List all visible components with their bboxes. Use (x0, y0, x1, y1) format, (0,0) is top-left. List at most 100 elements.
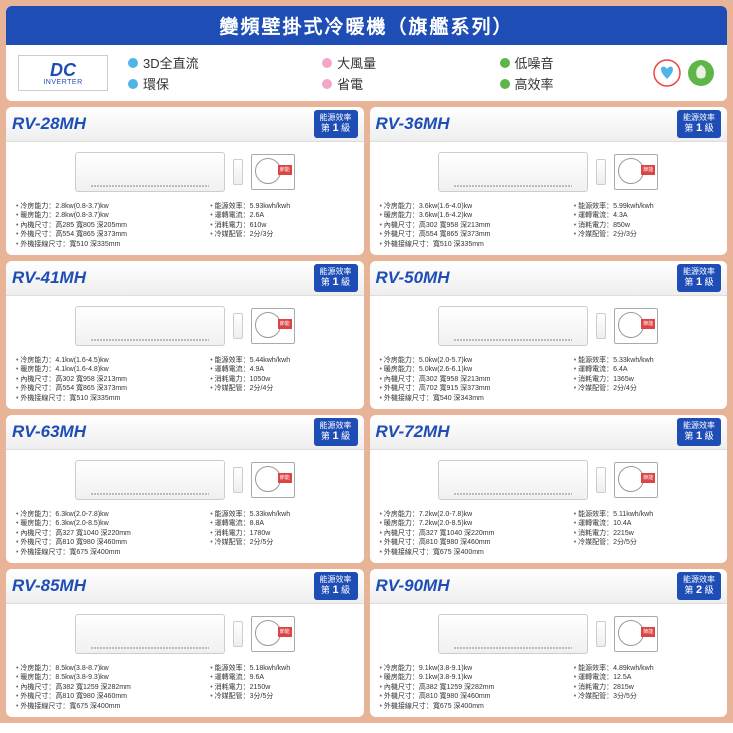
spec-line: 運轉電流：8.8A (210, 519, 353, 528)
spec-line: 內機尺寸：高285 寬805 深205mm (16, 221, 202, 230)
spec-line: 運轉電流：4.3A (574, 211, 717, 220)
spec-line: 外機尺寸：高810 寬980 深460mm (16, 692, 202, 701)
spec-line: 外機接線尺寸：寬540 深343mm (380, 394, 566, 403)
spec-row: 冷房能力：2.8kw(0.8-3.7)kw暖房能力：2.8kw(0.8-3.7)… (6, 198, 364, 255)
spec-line: 內機尺寸：高327 寬1040 深220mm (16, 529, 202, 538)
feature-item: 環保 (128, 74, 298, 93)
spec-col-right: 能源效率：5.18kwh/kwh運轉電流：9.6A消耗電力：2150w冷媒配管：… (210, 664, 353, 711)
remote-icon (596, 159, 606, 185)
spec-line: 能源效率：5.93kwh/kwh (210, 202, 353, 211)
spec-col-right: 能源效率：5.99kwh/kwh運轉電流：4.3A消耗電力：850w冷媒配管：2… (574, 202, 717, 249)
indoor-unit-icon (438, 460, 588, 500)
spec-line: 外機接線尺寸：寬510 深335mm (380, 240, 566, 249)
spec-line: 能源效率：5.18kwh/kwh (210, 664, 353, 673)
indoor-unit-icon (75, 460, 225, 500)
indoor-unit-icon (75, 614, 225, 654)
card-header: RV-41MH 能源效率第 1 級 (6, 261, 364, 296)
spec-line: 外機接線尺寸：寬675 深400mm (380, 548, 566, 557)
product-card: RV-28MH 能源效率第 1 級節能冷房能力：2.8kw(0.8-3.7)kw暖… (6, 107, 364, 255)
feature-dot-icon (322, 79, 332, 89)
feature-dot-icon (322, 58, 332, 68)
product-card: RV-36MH能源效率第 1 級節能冷房能力：3.6kw(1.6-4.0)kw暖… (370, 107, 728, 255)
product-card: RV-63MH能源效率第 1 級節能冷房能力：6.3kw(2.0-7.8)kw暖… (6, 415, 364, 563)
feature-label: 大風量 (337, 53, 376, 72)
energy-badge: 能源效率第 1 級 (314, 110, 358, 138)
spec-line: 內機尺寸：高302 寬958 深213mm (380, 221, 566, 230)
spec-line: 消耗電力：1050w (210, 375, 353, 384)
energy-badge: 能源效率第 1 級 (677, 264, 721, 292)
outdoor-unit-icon: 節能 (251, 616, 295, 652)
spec-line: 消耗電力：2150w (210, 683, 353, 692)
spec-line: 冷媒配管：2分/4分 (574, 384, 717, 393)
outdoor-unit-icon: 節能 (614, 308, 658, 344)
feature-label: 高效率 (515, 74, 554, 93)
remote-icon (233, 159, 243, 185)
energy-badge: 能源效率第 1 級 (677, 418, 721, 446)
spec-row: 冷房能力：9.1kw(3.8-9.1)kw暖房能力：9.1kw(3.8-9.1)… (370, 660, 728, 717)
spec-line: 運轉電流：10.4A (574, 519, 717, 528)
spec-row: 冷房能力：6.3kw(2.0-7.8)kw暖房能力：6.3kw(2.0-8.5)… (6, 506, 364, 563)
spec-line: 消耗電力：610w (210, 221, 353, 230)
model-number: RV-72MH (376, 422, 450, 442)
feature-label: 低噪音 (515, 53, 554, 72)
spec-row: 冷房能力：3.6kw(1.6-4.0)kw暖房能力：3.6kw(1.6-4.2)… (370, 198, 728, 255)
feature-dot-icon (500, 79, 510, 89)
feature-item: 3D全直流 (128, 53, 298, 72)
spec-line: 外機接線尺寸：寬675 深400mm (16, 702, 202, 711)
spec-line: 冷房能力：5.0kw(2.0-5.7)kw (380, 356, 566, 365)
spec-line: 外機接線尺寸：寬510 深335mm (16, 240, 202, 249)
outdoor-unit-icon: 節能 (251, 154, 295, 190)
model-number: RV-41MH (12, 268, 86, 288)
feature-item: 省電 (322, 74, 475, 93)
energy-badge: 能源效率第 1 級 (314, 572, 358, 600)
model-number: RV-63MH (12, 422, 86, 442)
spec-line: 暖房能力：4.1kw(1.6-4.8)kw (16, 365, 202, 374)
spec-line: 內機尺寸：高327 寬1040 深220mm (380, 529, 566, 538)
spec-line: 外機尺寸：高554 寬865 深373mm (16, 230, 202, 239)
spec-line: 運轉電流：6.4A (574, 365, 717, 374)
spec-col-right: 能源效率：5.33kwh/kwh運轉電流：6.4A消耗電力：1365w冷媒配管：… (574, 356, 717, 403)
spec-line: 外機尺寸：高554 寬865 深373mm (16, 384, 202, 393)
spec-line: 暖房能力：2.8kw(0.8-3.7)kw (16, 211, 202, 220)
product-image-row: 節能 (370, 296, 728, 352)
spec-line: 消耗電力：850w (574, 221, 717, 230)
indoor-unit-icon (438, 614, 588, 654)
feature-item: 大風量 (322, 53, 475, 72)
certification-badges (653, 59, 715, 87)
feature-item: 高效率 (500, 74, 653, 93)
spec-row: 冷房能力：5.0kw(2.0-5.7)kw暖房能力：5.0kw(2.6-6.1)… (370, 352, 728, 409)
spec-line: 外機尺寸：高810 寬980 深460mm (16, 538, 202, 547)
model-number: RV-36MH (376, 114, 450, 134)
spec-col-left: 冷房能力：9.1kw(3.8-9.1)kw暖房能力：9.1kw(3.8-9.1)… (380, 664, 566, 711)
model-number: RV-90MH (376, 576, 450, 596)
spec-line: 消耗電力：2815w (574, 683, 717, 692)
remote-icon (596, 621, 606, 647)
spec-line: 冷房能力：8.5kw(3.8-8.7)kw (16, 664, 202, 673)
outdoor-unit-icon: 節能 (614, 616, 658, 652)
spec-col-right: 能源效率：5.11kwh/kwh運轉電流：10.4A消耗電力：2215w冷媒配管… (574, 510, 717, 557)
model-number: RV-50MH (376, 268, 450, 288)
product-image-row: 節能 (6, 604, 364, 660)
spec-line: 冷房能力：2.8kw(0.8-3.7)kw (16, 202, 202, 211)
spec-line: 冷媒配管：2分/3分 (210, 230, 353, 239)
product-grid: RV-28MH能源效率第 1 級節能冷房能力：2.8kw(0.8-3.7)kw暖… (6, 107, 727, 717)
spec-line: 暖房能力：5.0kw(2.6-6.1)kw (380, 365, 566, 374)
card-header: RV-36MH能源效率第 1 級 (370, 107, 728, 142)
spec-line: 冷房能力：3.6kw(1.6-4.0)kw (380, 202, 566, 211)
feature-row: DC INVERTER 3D全直流大風量低噪音環保省電高效率 (6, 45, 727, 101)
indoor-unit-icon (438, 306, 588, 346)
feature-label: 3D全直流 (143, 53, 199, 72)
remote-icon (596, 467, 606, 493)
card-header: RV-85MH能源效率第 1 級 (6, 569, 364, 604)
spec-line: 暖房能力：9.1kw(3.8-9.1)kw (380, 673, 566, 682)
spec-line: 暖房能力：3.6kw(1.6-4.2)kw (380, 211, 566, 220)
product-card: RV-85MH能源效率第 1 級節能冷房能力：8.5kw(3.8-8.7)kw暖… (6, 569, 364, 717)
spec-line: 外機尺寸：高810 寬980 深460mm (380, 538, 566, 547)
energy-badge: 能源效率第 1 級 (314, 264, 358, 292)
spec-line: 外機接線尺寸：寬675 深400mm (16, 548, 202, 557)
remote-icon (233, 621, 243, 647)
feature-grid: 3D全直流 大風量 低噪音環保 省電 高效率 (128, 53, 653, 93)
model-number: RV-28MH (12, 114, 86, 134)
spec-line: 外機尺寸：高810 寬980 深460mm (380, 692, 566, 701)
indoor-unit-icon (75, 152, 225, 192)
